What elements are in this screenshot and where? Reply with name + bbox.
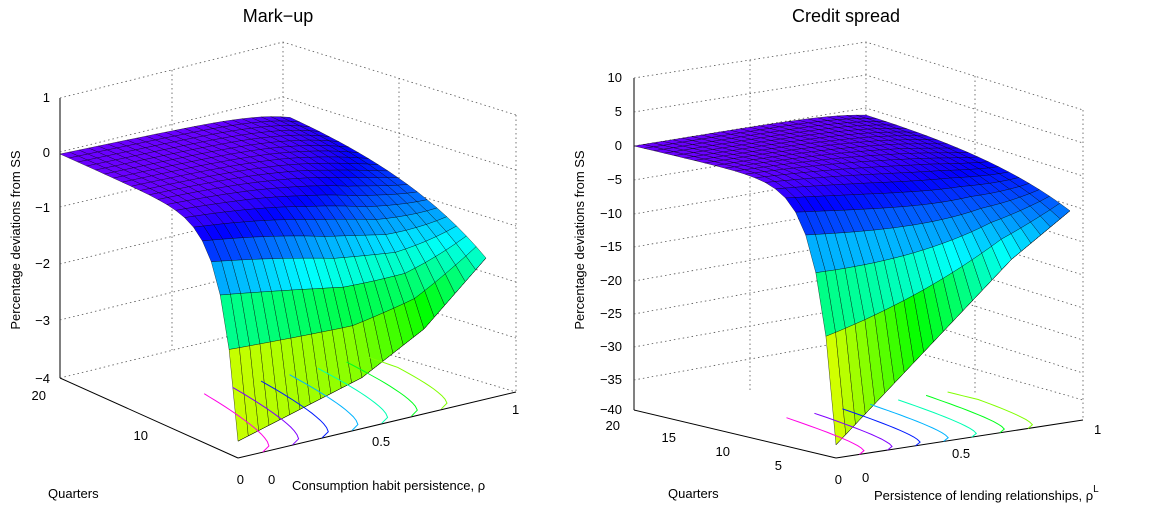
z-tick-label: −20 [600,273,622,288]
x-label-superscript: L [1093,484,1099,495]
chart-left-x-ticks: 0 0.5 1 [268,402,519,487]
chart-right-x-ticks: 0 0.5 1 [862,422,1101,485]
contour-line [289,374,359,431]
contour-line [368,356,448,410]
impact-strip [1060,210,1071,220]
chart-left-surface [59,116,487,442]
chart-left-contours [203,356,448,453]
x-label-main: Persistence of lending relationships, ρ [874,488,1093,503]
z-tick-label: −30 [600,339,622,354]
chart-right-z-label: Percentage deviations from SS [572,150,587,330]
y-tick-label: 5 [775,458,782,473]
z-tick-label: 0 [615,138,622,153]
z-tick-label: −10 [600,206,622,221]
chart-right-y-label: Quarters [668,486,719,501]
z-tick-label: −4 [35,371,50,386]
x-tick-label: 0 [862,470,869,485]
y-tick-label: 15 [662,430,676,445]
chart-right: Credit spread 10 5 0 −5 [572,6,1101,503]
x-tick-label: 0 [268,472,275,487]
y-tick-label: 10 [134,428,148,443]
chart-left-x-label: Consumption habit persistence, ρ [292,478,485,493]
contour-line [317,367,389,424]
impact-strip [475,257,487,271]
x-tick-label: 1 [512,402,519,417]
y-tick-label: 10 [716,444,730,459]
y-tick-label: 0 [237,472,244,487]
chart-right-z-ticks: 10 5 0 −5 −10 −15 −20 −25 −30 −35 −40 [600,70,622,417]
contour-line [842,408,921,447]
z-tick-label: −15 [600,239,622,254]
contour-line [925,394,1006,434]
z-tick-label: −35 [600,372,622,387]
z-tick-label: −3 [35,313,50,328]
contour-line [260,380,329,438]
z-tick-label: −25 [600,306,622,321]
chart-right-y-ticks: 20 15 10 5 0 [606,418,842,487]
contour-line [898,399,978,438]
chart-left: Mark−up 1 0 −1 −2 −3 −4 [8,6,519,501]
y-tick-label: 0 [835,472,842,487]
y-tick-label: 20 [606,418,620,433]
z-tick-label: −5 [607,172,622,187]
chart-left-z-ticks: 1 0 −1 −2 −3 −4 [35,90,50,386]
x-tick-label: 1 [1094,422,1101,437]
z-tick-label: −40 [600,402,622,417]
z-tick-label: −2 [35,256,50,271]
contour-line [786,417,865,455]
z-tick-label: 1 [43,90,50,105]
chart-right-x-label: Persistence of lending relationships, ρL [874,484,1099,503]
contour-line [947,391,1034,429]
contour-line [870,403,949,442]
x-tick-label: 0.5 [372,434,390,449]
y-tick-label: 20 [32,388,46,403]
x-tick-label: 0.5 [952,446,970,461]
contour-line [814,412,893,451]
chart-right-surface [633,114,1071,446]
z-tick-label: 0 [43,145,50,160]
chart-left-y-label: Quarters [48,486,99,501]
chart-left-y-ticks: 20 10 0 [32,388,244,487]
chart-right-contours [786,391,1034,455]
chart-left-title: Mark−up [243,6,314,26]
chart-right-title: Credit spread [792,6,900,26]
chart-left-z-label: Percentage deviations from SS [8,150,23,330]
contour-line [346,361,418,417]
contour-line [232,386,300,446]
z-tick-label: −1 [35,200,50,215]
z-tick-label: 5 [615,104,622,119]
z-tick-label: 10 [608,70,622,85]
contour-line [203,393,270,453]
